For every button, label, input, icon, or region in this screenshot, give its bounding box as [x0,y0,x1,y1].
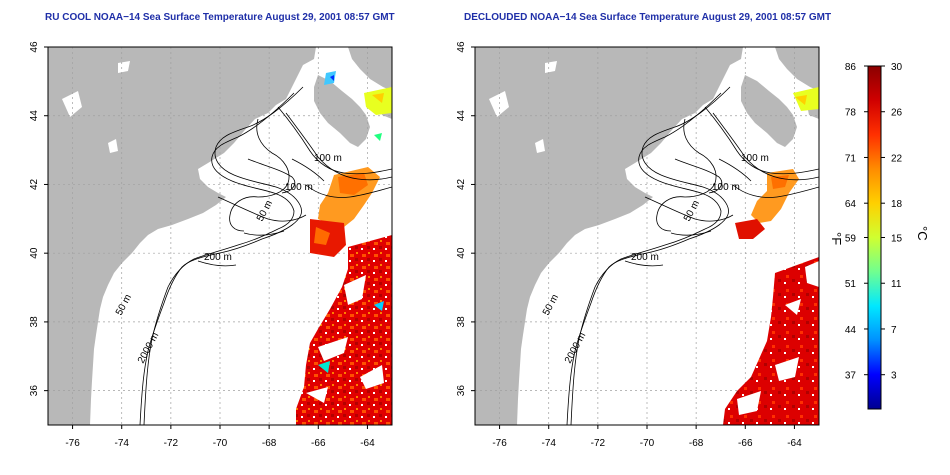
x-tick-label: -70 [640,438,655,449]
celsius-tick-label: 26 [891,108,903,119]
x-tick-label: -74 [541,438,556,449]
y-tick-label: 44 [29,110,40,122]
y-tick-label: 40 [29,247,40,259]
fahrenheit-tick-label: 64 [845,199,857,210]
x-tick-label: -68 [262,438,277,449]
contour-label: 100 m [314,153,342,164]
x-tick-label: -66 [738,438,753,449]
y-tick-label: 46 [29,41,40,53]
contour-label: 200 m [631,252,659,263]
contour-label: 200 m [204,252,232,263]
celsius-tick-label: 7 [891,325,897,336]
y-tick-label: 42 [456,178,467,190]
celsius-tick-label: 22 [891,153,903,164]
x-tick-label: -70 [213,438,228,449]
celsius-tick-label: 11 [891,279,902,290]
x-tick-label: -76 [65,438,80,449]
left-sst-map: 100 m 100 m 50 m 200 m 50 m 2000 m -76 -7… [29,41,393,449]
fahrenheit-tick-label: 51 [845,279,857,290]
right-sst-map: 100 m 100 m 50 m 200 m 50 m 2000 m -76 -7… [456,41,820,449]
left-panel-title: RU COOL NOAA−14 Sea Surface Temperature … [45,12,395,23]
x-tick-label: -72 [591,438,606,449]
x-tick-label: -74 [114,438,129,449]
fahrenheit-tick-label: 86 [845,62,857,73]
left-sst-fill [296,71,392,425]
fahrenheit-unit-label: °F [829,232,844,245]
fahrenheit-tick-label: 78 [845,108,857,119]
x-tick-label: -64 [787,438,802,449]
colorbar-gradient [867,65,882,410]
y-tick-label: 36 [29,385,40,397]
celsius-unit-label: °C [915,226,930,241]
contour-label: 100 m [712,182,740,193]
contour-label: 100 m [741,153,769,164]
celsius-tick-label: 30 [891,62,903,73]
y-tick-label: 46 [456,41,467,53]
x-tick-label: -68 [689,438,704,449]
temperature-colorbar: 30 86 26 78 22 71 18 64 15 59 11 51 7 44 3 37 °F °C [829,62,930,410]
right-axis-ticks: -76 -74 -72 -70 -68 -66 -64 46 44 42 40 38 36 [456,41,802,449]
fahrenheit-tick-label: 44 [845,325,857,336]
y-tick-label: 40 [456,247,467,259]
right-panel-title: DECLOUDED NOAA−14 Sea Surface Temperatur… [464,12,832,23]
contour-label: 100 m [285,182,313,193]
y-tick-label: 38 [29,316,40,328]
celsius-tick-label: 3 [891,371,897,382]
fahrenheit-tick-label: 59 [845,234,857,245]
left-axis-ticks: -76 -74 -72 -70 -68 -66 -64 46 44 42 40 38 36 [29,41,375,449]
y-tick-label: 38 [456,316,467,328]
celsius-tick-label: 15 [891,234,903,245]
x-tick-label: -76 [492,438,507,449]
y-tick-label: 42 [29,178,40,190]
x-tick-label: -66 [311,438,326,449]
celsius-tick-label: 18 [891,199,903,210]
y-tick-label: 44 [456,110,467,122]
y-tick-label: 36 [456,385,467,397]
x-tick-label: -72 [164,438,179,449]
fahrenheit-tick-label: 71 [845,153,857,164]
fahrenheit-tick-label: 37 [845,371,857,382]
right-sst-fill [723,87,819,425]
x-tick-label: -64 [360,438,375,449]
